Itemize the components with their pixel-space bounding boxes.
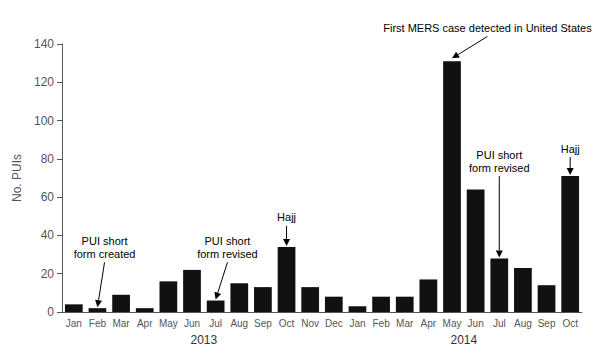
svg-text:Aug: Aug: [230, 318, 248, 329]
svg-text:PUI short: PUI short: [205, 235, 251, 247]
svg-text:Oct: Oct: [279, 318, 295, 329]
svg-text:Feb: Feb: [372, 318, 390, 329]
svg-text:Hajj: Hajj: [277, 211, 296, 223]
svg-text:Apr: Apr: [421, 318, 437, 329]
svg-text:Jun: Jun: [468, 318, 484, 329]
svg-text:120: 120: [34, 75, 54, 89]
svg-text:Jun: Jun: [184, 318, 200, 329]
svg-text:140: 140: [34, 37, 54, 51]
svg-text:Hajj: Hajj: [561, 143, 580, 155]
svg-text:May: May: [443, 318, 462, 329]
svg-text:Sep: Sep: [538, 318, 556, 329]
svg-text:0: 0: [47, 305, 54, 319]
svg-text:80: 80: [41, 152, 55, 166]
svg-text:PUI short: PUI short: [82, 235, 128, 247]
svg-text:2013: 2013: [190, 333, 217, 347]
svg-text:form revised: form revised: [197, 248, 258, 260]
svg-text:2014: 2014: [450, 333, 477, 347]
svg-text:Feb: Feb: [89, 318, 107, 329]
svg-text:No. PUIs: No. PUIs: [10, 154, 24, 202]
svg-text:Apr: Apr: [137, 318, 153, 329]
svg-text:Oct: Oct: [562, 318, 578, 329]
svg-text:20: 20: [41, 267, 55, 281]
svg-text:Dec: Dec: [325, 318, 343, 329]
svg-text:First MERS case detected in Un: First MERS case detected in United State…: [383, 22, 592, 34]
svg-text:100: 100: [34, 114, 54, 128]
svg-text:May: May: [159, 318, 178, 329]
svg-text:Aug: Aug: [514, 318, 532, 329]
svg-text:Sep: Sep: [254, 318, 272, 329]
svg-text:Nov: Nov: [301, 318, 319, 329]
svg-text:form created: form created: [74, 248, 136, 260]
svg-text:Jan: Jan: [349, 318, 365, 329]
svg-text:form revised: form revised: [469, 162, 530, 174]
svg-text:Jul: Jul: [209, 318, 222, 329]
svg-text:Mar: Mar: [396, 318, 414, 329]
svg-text:Mar: Mar: [112, 318, 130, 329]
svg-text:Jul: Jul: [493, 318, 506, 329]
svg-text:60: 60: [41, 190, 55, 204]
svg-text:40: 40: [41, 228, 55, 242]
svg-text:Jan: Jan: [66, 318, 82, 329]
svg-text:PUI short: PUI short: [476, 149, 522, 161]
